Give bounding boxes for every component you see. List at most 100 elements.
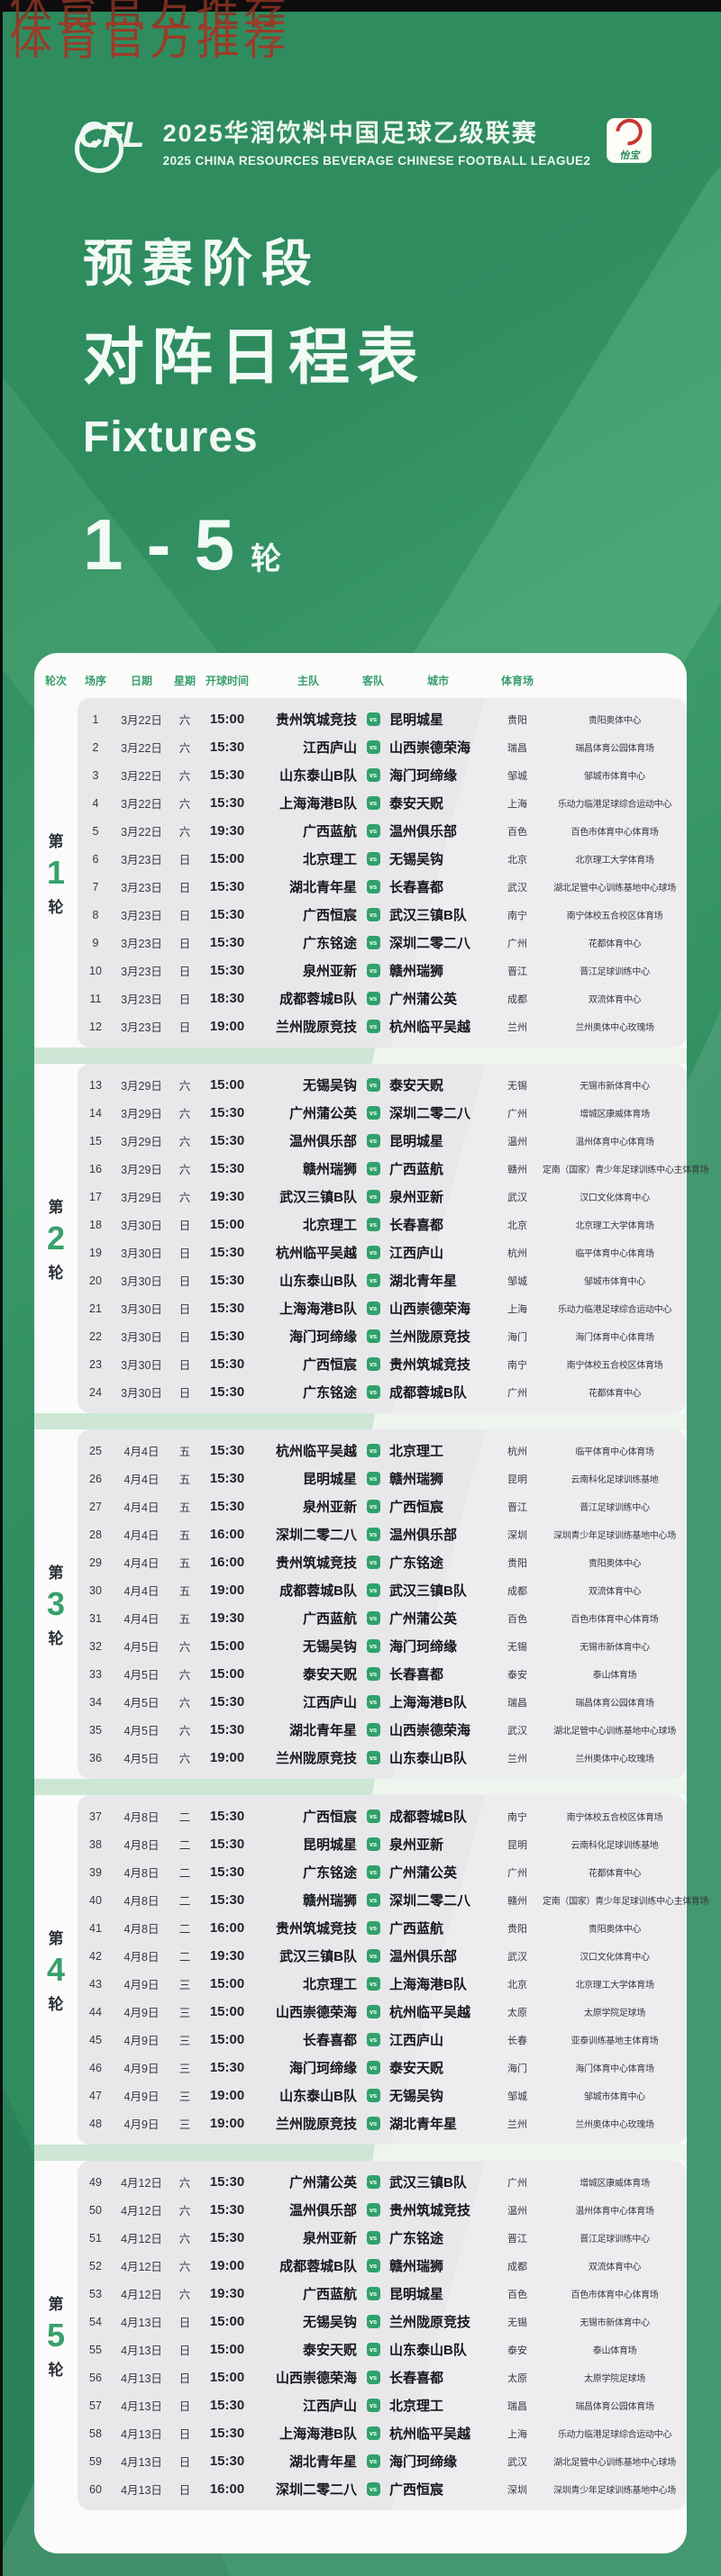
match-date: 4月9日 <box>123 2118 160 2131</box>
column-header: 主队 <box>297 674 319 687</box>
match-city: 兰州 <box>507 1021 527 1033</box>
match-date: 4月4日 <box>123 1557 160 1570</box>
match-city: 武汉 <box>507 2456 527 2468</box>
match-city: 武汉 <box>507 1192 527 1203</box>
round-range: 1 - 5 轮 <box>83 503 721 586</box>
away-team: 无锡吴钩 <box>389 2089 444 2104</box>
round-suffix: 轮 <box>48 2362 64 2379</box>
away-team: 广州蒲公英 <box>389 1865 458 1881</box>
section-separator <box>34 1779 687 1795</box>
match-time: 19:00 <box>209 1583 245 1598</box>
match-city: 无锡 <box>507 1080 527 1092</box>
match-stadium: 兰州奥体中心玫瑰场 <box>575 1023 654 1033</box>
vs-cell: VS <box>362 1865 384 1879</box>
vs-badge: VS <box>366 2315 380 2328</box>
home-team: 海门珂缔缘 <box>288 1329 357 1345</box>
round-number: 4 <box>46 1951 66 1988</box>
round-suffix: 轮 <box>48 899 64 916</box>
table-row: 49 4月12日 六 15:30 广州蒲公英 VS 武汉三镇B队 广州 增城区康… <box>78 2168 687 2196</box>
match-no: 15 <box>89 1134 102 1147</box>
away-team: 山西崇德荣海 <box>389 740 471 756</box>
table-row: 54 4月13日 日 15:00 无锡吴钩 VS 兰州陇原竞技 无锡 无锡市新体… <box>78 2308 687 2336</box>
match-time: 15:30 <box>209 1892 245 1908</box>
column-header: 城市 <box>426 674 449 687</box>
match-stadium: 湖北足管中心训练基地中心球场 <box>553 1727 676 1737</box>
match-week: 六 <box>178 2205 191 2218</box>
round-section: 第 4 轮 37 4月8日 二 15:30 广西恒宸 VS 成都蓉城B队 南宁 … <box>34 1795 709 2145</box>
home-team: 广西蓝航 <box>302 824 357 839</box>
match-date: 4月12日 <box>121 2233 162 2245</box>
vs-cell: VS <box>362 2033 384 2046</box>
away-team: 赣州瑞狮 <box>389 2259 444 2274</box>
match-date: 4月5日 <box>123 1641 160 1654</box>
match-city: 昆明 <box>507 1474 527 1485</box>
vs-cell: VS <box>362 768 384 782</box>
home-team: 贵州筑城竞技 <box>275 1921 357 1937</box>
away-team: 深圳二零二八 <box>389 1893 471 1909</box>
away-team: 北京理工 <box>389 1444 444 1459</box>
match-no: 6 <box>92 852 99 866</box>
match-time: 15:30 <box>209 1384 245 1400</box>
match-no: 47 <box>89 2089 102 2102</box>
vs-cell: VS <box>362 2371 384 2384</box>
match-stadium: 湖北足管中心训练基地中心球场 <box>553 884 676 893</box>
round-number: 5 <box>46 2317 66 2354</box>
match-time: 15:30 <box>209 935 245 950</box>
table-row: 18 3月30日 日 15:00 北京理工 VS 长春喜都 北京 北京理工大学体… <box>78 1211 687 1238</box>
match-no: 32 <box>89 1639 102 1653</box>
vs-badge: VS <box>366 1190 380 1203</box>
away-team: 昆明城星 <box>389 1134 444 1149</box>
match-stadium: 汉口文化体育中心 <box>580 1193 650 1203</box>
match-city: 深圳 <box>507 2484 527 2496</box>
table-row: 58 4月13日 日 15:30 上海海港B队 VS 杭州临平吴越 上海 乐动力… <box>78 2419 687 2447</box>
match-date: 3月29日 <box>121 1136 162 1148</box>
round-prefix: 第 <box>48 1199 64 1216</box>
vs-cell: VS <box>362 740 384 754</box>
match-week: 六 <box>178 714 191 727</box>
match-time: 15:30 <box>209 1809 245 1824</box>
home-team: 上海海港B队 <box>279 1302 357 1317</box>
vs-badge: VS <box>366 1837 380 1851</box>
match-city: 瑞昌 <box>507 742 527 754</box>
vs-badge: VS <box>366 936 380 949</box>
home-team: 泰安天贶 <box>302 1667 357 1683</box>
table-row: 6 3月23日 日 15:00 北京理工 VS 无锡吴钩 北京 北京理工大学体育… <box>78 845 687 873</box>
match-week: 日 <box>178 910 191 922</box>
vs-badge: VS <box>366 1528 380 1541</box>
home-team: 上海海港B队 <box>279 796 357 812</box>
match-week: 六 <box>178 1108 191 1120</box>
away-team: 泰安天贶 <box>389 796 444 812</box>
match-week: 日 <box>178 1247 191 1260</box>
away-team: 山西崇德荣海 <box>389 1723 471 1738</box>
vs-cell: VS <box>362 2259 384 2272</box>
vs-cell: VS <box>362 1611 384 1625</box>
match-time: 15:30 <box>209 2174 245 2190</box>
match-date: 4月5日 <box>123 1669 160 1682</box>
match-date: 4月5日 <box>123 1753 160 1765</box>
home-team: 上海海港B队 <box>279 2426 357 2442</box>
home-team: 泰安天贶 <box>302 2343 357 2358</box>
match-no: 22 <box>89 1329 102 1343</box>
match-stadium: 海门体育中心体育场 <box>575 1333 654 1343</box>
vs-cell: VS <box>362 880 384 893</box>
column-header: 开球时间 <box>205 674 249 687</box>
table-row: 13 3月29日 六 15:00 无锡吴钩 VS 泰安天贶 无锡 无锡市新体育中… <box>78 1071 687 1099</box>
vs-badge: VS <box>366 2426 380 2440</box>
vs-badge: VS <box>366 908 380 921</box>
match-no: 38 <box>89 1837 102 1851</box>
match-week: 六 <box>178 2289 191 2301</box>
match-time: 15:00 <box>209 1976 245 1991</box>
match-time: 19:00 <box>209 2088 245 2103</box>
vs-badge: VS <box>366 796 380 810</box>
round-block: 25 4月4日 五 15:30 杭州临平吴越 VS 北京理工 杭州 临平体育中心… <box>78 1429 687 1779</box>
match-week: 六 <box>178 1669 191 1682</box>
match-no: 8 <box>92 908 99 921</box>
match-no: 56 <box>89 2371 102 2384</box>
match-week: 二 <box>178 1895 191 1908</box>
vs-cell: VS <box>362 2343 384 2356</box>
match-time: 15:00 <box>209 2370 245 2385</box>
table-row: 42 4月8日 二 19:30 武汉三镇B队 VS 温州俱乐部 武汉 汉口文化体… <box>78 1942 687 1970</box>
table-row: 3 3月22日 六 15:30 山东泰山B队 VS 海门珂缔缘 邹城 邹城市体育… <box>78 761 687 789</box>
match-time: 15:00 <box>209 2314 245 2329</box>
away-team: 泰安天贶 <box>389 2061 444 2076</box>
